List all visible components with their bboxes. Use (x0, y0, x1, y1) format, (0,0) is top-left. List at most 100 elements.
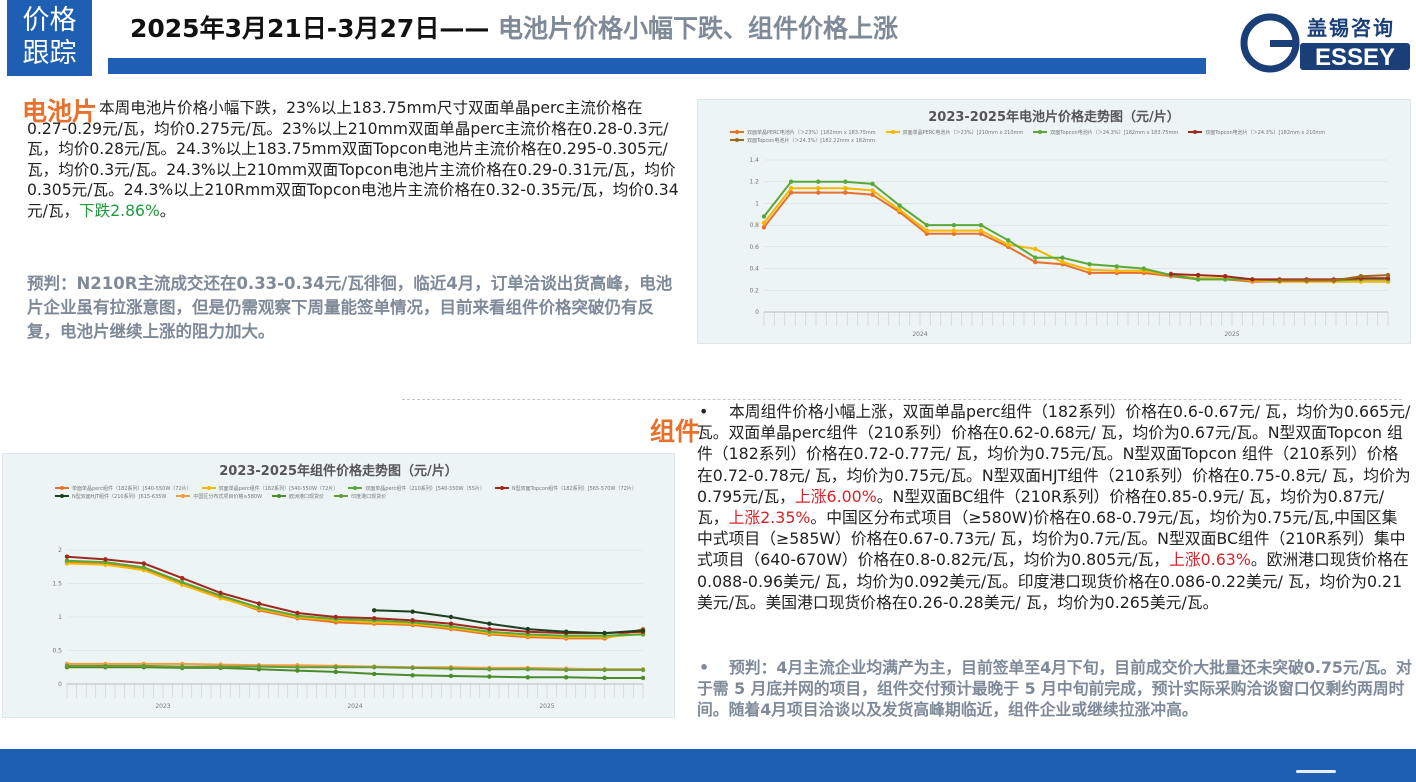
data-point (816, 190, 821, 195)
data-point (487, 626, 492, 632)
series-line (67, 666, 643, 679)
data-point (141, 565, 146, 570)
data-point (180, 579, 185, 585)
cell-summary-text: 本周电池片价格小幅下跌，23%以上183.75mm尺寸双面单晶perc主流价格在… (27, 99, 679, 220)
legend-label: 双面单晶perc组件（210系列）[540-550W（55片） (365, 485, 485, 492)
series-line (374, 609, 644, 635)
data-point (218, 590, 223, 596)
legend-label: 中国区分布式项目价格≥580W (193, 493, 263, 500)
data-point (448, 666, 454, 671)
data-point (788, 179, 794, 184)
cell-chart-plot: 0 0.2 0.4 0.6 0.8 1 1.2 1.4 2024 2025 (749, 157, 1391, 338)
legend-swatch (55, 486, 69, 490)
legend-item: N型双面HJT组件（210系列）[615-635W (55, 492, 166, 500)
data-point (1005, 238, 1011, 243)
data-point (448, 614, 454, 620)
legend-label: 双面Topcon电池片（＞24.3%）[182mm x 183.75mm (1050, 129, 1179, 136)
data-point (761, 214, 767, 219)
data-point (640, 667, 646, 673)
y-tick-label: 0.5 (52, 648, 62, 655)
module-bullet: • (699, 402, 709, 421)
legend-item: 双面Topcon电池片（＞24.3%）[182mm x 210mm (1188, 128, 1325, 136)
data-point (256, 601, 262, 606)
legend-swatch (176, 494, 191, 498)
data-point (951, 222, 957, 228)
data-point (1385, 276, 1391, 281)
data-point (978, 222, 984, 228)
data-point (410, 665, 415, 671)
data-point (333, 614, 338, 620)
series-line (66, 559, 644, 637)
data-point (1141, 266, 1147, 271)
data-point (602, 630, 607, 636)
data-point (870, 181, 875, 187)
legend-item: N型双面Topcon组件（182系列）[565-570W（72片） (494, 484, 637, 492)
data-point (525, 667, 530, 672)
data-point (761, 220, 767, 226)
y-tick-label: 1.4 (749, 157, 759, 164)
data-point (564, 667, 569, 673)
legend-swatch (55, 494, 69, 498)
data-point (64, 663, 70, 669)
data-point (924, 222, 929, 228)
module-change-1: 上涨6.00% (794, 486, 877, 506)
data-point (978, 231, 984, 237)
legend-item: 欧洲港口现货价 (272, 492, 324, 500)
data-point (1087, 262, 1092, 267)
logo-word: ESSEY (1315, 44, 1395, 71)
legend-item: 双面Topcon电池片（＞24.3%）[182mm x 183.75mm (1033, 128, 1178, 136)
legend-label: 双面单晶perc组件（182系列）[540-550W（72片） (218, 485, 339, 492)
module-chart-plot: 0 0.5 1 1.5 2 2023 2024 2025 (52, 547, 646, 710)
y-tick-label: 2 (58, 547, 62, 554)
data-point (602, 675, 607, 681)
page-title: 2025年3月21日-3月27日—— 电池片价格小幅下跌、组件价格上涨 (130, 9, 898, 45)
y-tick-label: 1 (58, 614, 62, 621)
data-point (141, 663, 146, 669)
data-point (640, 628, 646, 633)
series-line (66, 562, 644, 639)
data-point (372, 671, 377, 677)
footer-indicator (1296, 770, 1336, 773)
section-divider (402, 399, 1402, 400)
module-price-chart: 2023-2025年组件价格走势图（元/片） 单面单晶perc组件（182系列）… (2, 453, 675, 718)
legend-label: 欧洲港口现货价 (289, 493, 325, 500)
data-point (372, 608, 377, 613)
x-year-label: 2024 (912, 331, 927, 338)
data-point (295, 610, 300, 616)
data-point (1033, 246, 1038, 252)
y-tick-label: 1.2 (749, 179, 759, 186)
legend-swatch (885, 130, 900, 134)
data-point (1277, 278, 1282, 283)
data-point (410, 673, 415, 678)
data-point (256, 605, 262, 610)
legend-swatch (1188, 130, 1203, 134)
series-line (763, 187, 1388, 283)
data-point (1087, 270, 1092, 276)
data-point (1033, 255, 1038, 260)
legend-item: 单面单晶perc组件（182系列）[540-550W（72片） (55, 484, 192, 492)
data-point (1087, 267, 1092, 272)
data-point (1114, 268, 1119, 273)
cell-change: 下跌2.86% (79, 201, 160, 220)
data-point (788, 186, 794, 191)
data-point (525, 675, 530, 680)
data-point (843, 186, 848, 191)
data-point (761, 225, 767, 230)
data-point (448, 673, 454, 679)
data-point (372, 616, 377, 621)
title-underline-bar (108, 58, 1206, 74)
data-point (410, 618, 415, 623)
data-point (1223, 273, 1228, 279)
legend-label: 印度港口现货价 (351, 493, 387, 500)
cell-forecast: 预判：N210R主流成交还在0.33-0.34元/瓦徘徊，临近4月，订单洽谈出货… (27, 274, 673, 341)
data-point (180, 575, 185, 581)
data-point (1168, 271, 1174, 277)
data-point (1331, 278, 1336, 283)
y-tick-label: 0.6 (749, 244, 759, 251)
module-text-2: 。N型双面BC组件（210R系列）价格在0.85-0.9元/ 瓦，均价为0.87… (697, 486, 1385, 528)
legend-swatch (1033, 130, 1048, 134)
x-year-label: 2025 (539, 703, 554, 710)
section-tag-line1: 价格 (22, 5, 77, 36)
data-point (295, 668, 300, 673)
cell-section-title: 电池片 (22, 97, 98, 126)
